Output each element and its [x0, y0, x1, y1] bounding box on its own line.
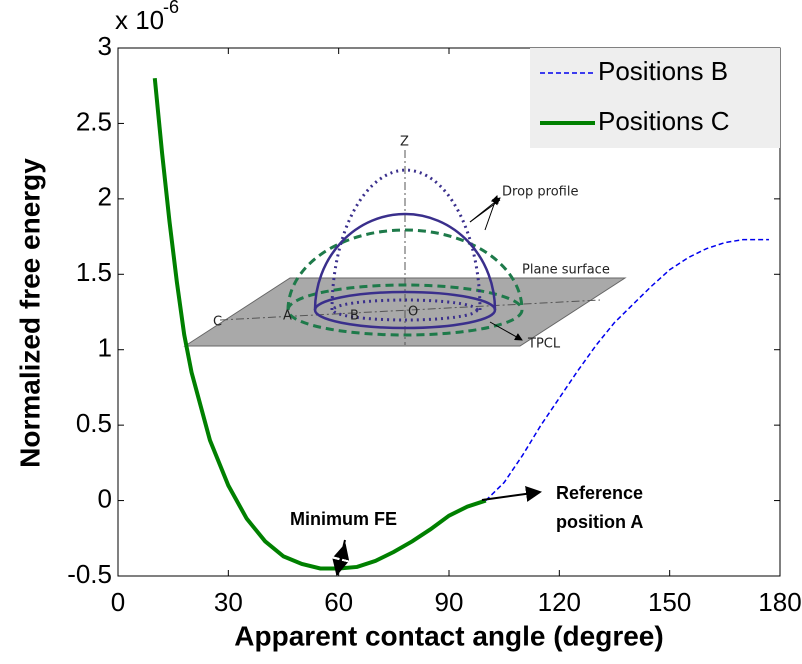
annotation: Reference: [556, 483, 643, 503]
inset-label: C: [213, 315, 222, 330]
y-tick-label: 3: [98, 31, 112, 61]
y-tick-label: 0: [98, 483, 112, 513]
inset-label: Plane surface: [522, 263, 610, 278]
y-tick-label: 1: [98, 333, 112, 363]
annotation: Minimum FE: [290, 509, 397, 529]
legend-label: Positions B: [598, 56, 728, 86]
x-tick-label: 150: [648, 587, 691, 617]
x-tick-label: 30: [214, 587, 243, 617]
y-tick-label: 0.5: [76, 408, 112, 438]
y-multiplier: x 10: [115, 5, 164, 35]
x-tick-label: 120: [538, 587, 581, 617]
inset-label: O: [408, 305, 418, 320]
legend-label: Positions C: [598, 106, 730, 136]
y-multiplier-exponent: -6: [163, 0, 179, 17]
inset-label: B: [350, 309, 359, 324]
x-tick-label: 60: [324, 587, 353, 617]
inset-label: TPCL: [527, 337, 561, 352]
x-axis-label: Apparent contact angle (degree): [234, 620, 663, 651]
inset-label: Drop profile: [502, 185, 578, 200]
y-tick-label: 2: [98, 182, 112, 212]
y-tick-label: -0.5: [67, 559, 112, 589]
x-tick-label: 180: [758, 587, 801, 617]
annotation: position A: [556, 512, 643, 532]
y-tick-label: 1.5: [76, 257, 112, 287]
y-tick-label: 2.5: [76, 106, 112, 136]
inset-label: A: [283, 309, 292, 324]
chart: x 10 -6 Apparent contact angle (degree) …: [0, 0, 802, 659]
x-tick-label: 0: [111, 587, 125, 617]
inset-label: Z: [400, 135, 409, 150]
x-tick-label: 90: [435, 587, 464, 617]
y-axis-label: Normalized free energy: [14, 158, 45, 468]
